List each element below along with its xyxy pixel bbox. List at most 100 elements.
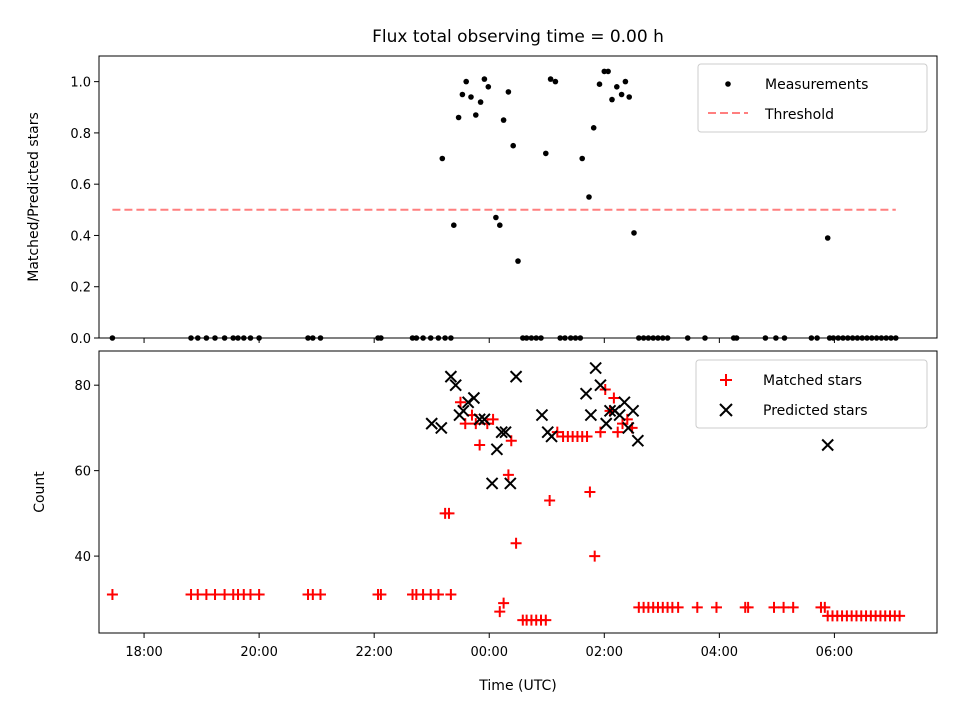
top-chart-y-ticks: 0.0 0.2 0.4 0.6 0.8 1.0 — [70, 76, 99, 347]
matched-star-point — [589, 550, 601, 562]
predicted-star-point — [821, 438, 834, 452]
measurement-point — [552, 78, 559, 85]
y-tick-label: 60 — [74, 465, 91, 480]
matched-star-point — [710, 601, 722, 613]
bottom-chart-x-ticks: 18:00 20:00 22:00 00:00 02:00 04:00 06:00 — [125, 633, 853, 660]
measurement-point — [596, 81, 603, 87]
measurement-point — [500, 117, 507, 123]
measurement-point — [618, 91, 625, 98]
predicted-star-point — [449, 378, 462, 392]
legend-matched-marker — [720, 374, 732, 386]
matched-star-point — [584, 486, 596, 498]
matched-star-point — [768, 601, 780, 613]
bottom-chart-y-axis-label: Count — [32, 471, 48, 513]
predicted-star-point — [457, 404, 470, 418]
predicted-star-point — [435, 421, 448, 435]
measurement-point — [515, 258, 521, 264]
legend-measurements-label: Measurements — [765, 77, 868, 93]
predicted-star-point — [504, 477, 517, 490]
bottom-chart-x-axis-label: Time (UTC) — [478, 678, 556, 694]
legend-predicted-label: Predicted stars — [763, 403, 868, 419]
measurement-point — [543, 150, 549, 157]
measurement-point — [614, 84, 620, 90]
measurement-point — [468, 94, 474, 100]
measurement-point — [485, 84, 492, 90]
x-tick-label: 06:00 — [816, 645, 853, 660]
top-chart-y-axis-label: Matched/Predicted stars — [26, 112, 42, 282]
matched-star-point — [544, 495, 556, 507]
y-tick-label: 0.4 — [70, 229, 91, 244]
predicted-star-point — [589, 361, 602, 375]
predicted-star-point — [626, 404, 640, 418]
measurement-point — [631, 230, 637, 236]
x-tick-label: 00:00 — [471, 645, 508, 660]
matched-star-point — [612, 426, 624, 438]
matched-star-point — [672, 601, 684, 613]
matched-star-point — [551, 426, 563, 438]
top-chart-legend: Measurements Threshold — [697, 63, 928, 133]
measurement-point — [493, 214, 499, 221]
measurement-point — [579, 155, 585, 162]
measurement-point — [473, 112, 479, 118]
top-chart: Flux total observing time = 0.00 h 0.0 0.… — [26, 27, 938, 347]
measurement-point — [505, 89, 512, 95]
matched-star-point — [454, 396, 466, 408]
matched-star-point — [819, 601, 831, 613]
matched-star-point — [691, 601, 703, 613]
predicted-star-point — [425, 417, 438, 430]
measurement-point — [439, 155, 446, 162]
predicted-star-point — [478, 413, 491, 426]
predicted-star-point — [631, 434, 645, 447]
predicted-star-point — [490, 443, 504, 456]
matched-star-point — [445, 589, 457, 601]
matched-star-point — [494, 606, 506, 618]
legend-matched-label: Matched stars — [763, 373, 862, 389]
measurement-point — [590, 125, 597, 131]
bottom-chart-plot-frame — [98, 350, 938, 634]
top-chart-x-ticks — [143, 338, 835, 343]
bottom-chart: 40 60 80 18:00 20:00 22:00 00:00 02:00 04:00 06:… — [32, 350, 938, 694]
measurement-point — [451, 222, 457, 228]
predicted-star-point — [509, 370, 523, 383]
y-tick-label: 0.0 — [70, 332, 91, 347]
bottom-chart-legend: Matched stars Predicted stars — [695, 359, 928, 429]
matched-star-point — [787, 601, 799, 613]
matched-star-point — [742, 601, 754, 613]
measurement-point — [609, 96, 615, 103]
measurement-point — [605, 68, 611, 75]
matched-star-point — [375, 589, 387, 601]
measurement-point — [622, 78, 629, 85]
y-tick-label: 40 — [74, 550, 91, 565]
y-tick-label: 0.2 — [70, 281, 91, 296]
measurement-point — [510, 142, 516, 149]
measurement-point — [477, 99, 484, 105]
predicted-star-point — [461, 396, 475, 409]
matched-star-point — [608, 392, 620, 404]
x-tick-label: 04:00 — [701, 645, 738, 660]
predicted-star-point — [584, 408, 598, 422]
x-tick-label: 22:00 — [355, 645, 392, 660]
predicted-star-point — [622, 421, 635, 435]
predicted-star-point — [444, 370, 458, 383]
measurement-point — [626, 94, 632, 100]
predicted-star-point — [485, 477, 499, 490]
bottom-chart-y-ticks: 40 60 80 — [74, 379, 99, 565]
predicted-star-point — [600, 417, 613, 430]
matched-star-point — [314, 589, 326, 601]
matched-star-point — [106, 589, 118, 601]
measurement-point — [547, 76, 554, 82]
measurement-point — [455, 114, 462, 121]
x-tick-label: 02:00 — [586, 645, 623, 660]
top-chart-plot-frame — [98, 55, 938, 339]
matched-star-point — [209, 589, 221, 601]
x-tick-label: 20:00 — [240, 645, 277, 660]
legend-predicted-marker — [719, 403, 733, 417]
matched-star-point — [253, 589, 265, 601]
predicted-star-point — [603, 404, 617, 418]
top-chart-title: Flux total observing time = 0.00 h — [372, 27, 664, 47]
matched-star-point — [502, 469, 514, 481]
top-legend-frame — [697, 63, 928, 133]
x-tick-label: 18:00 — [125, 645, 162, 660]
y-tick-label: 1.0 — [70, 76, 91, 91]
